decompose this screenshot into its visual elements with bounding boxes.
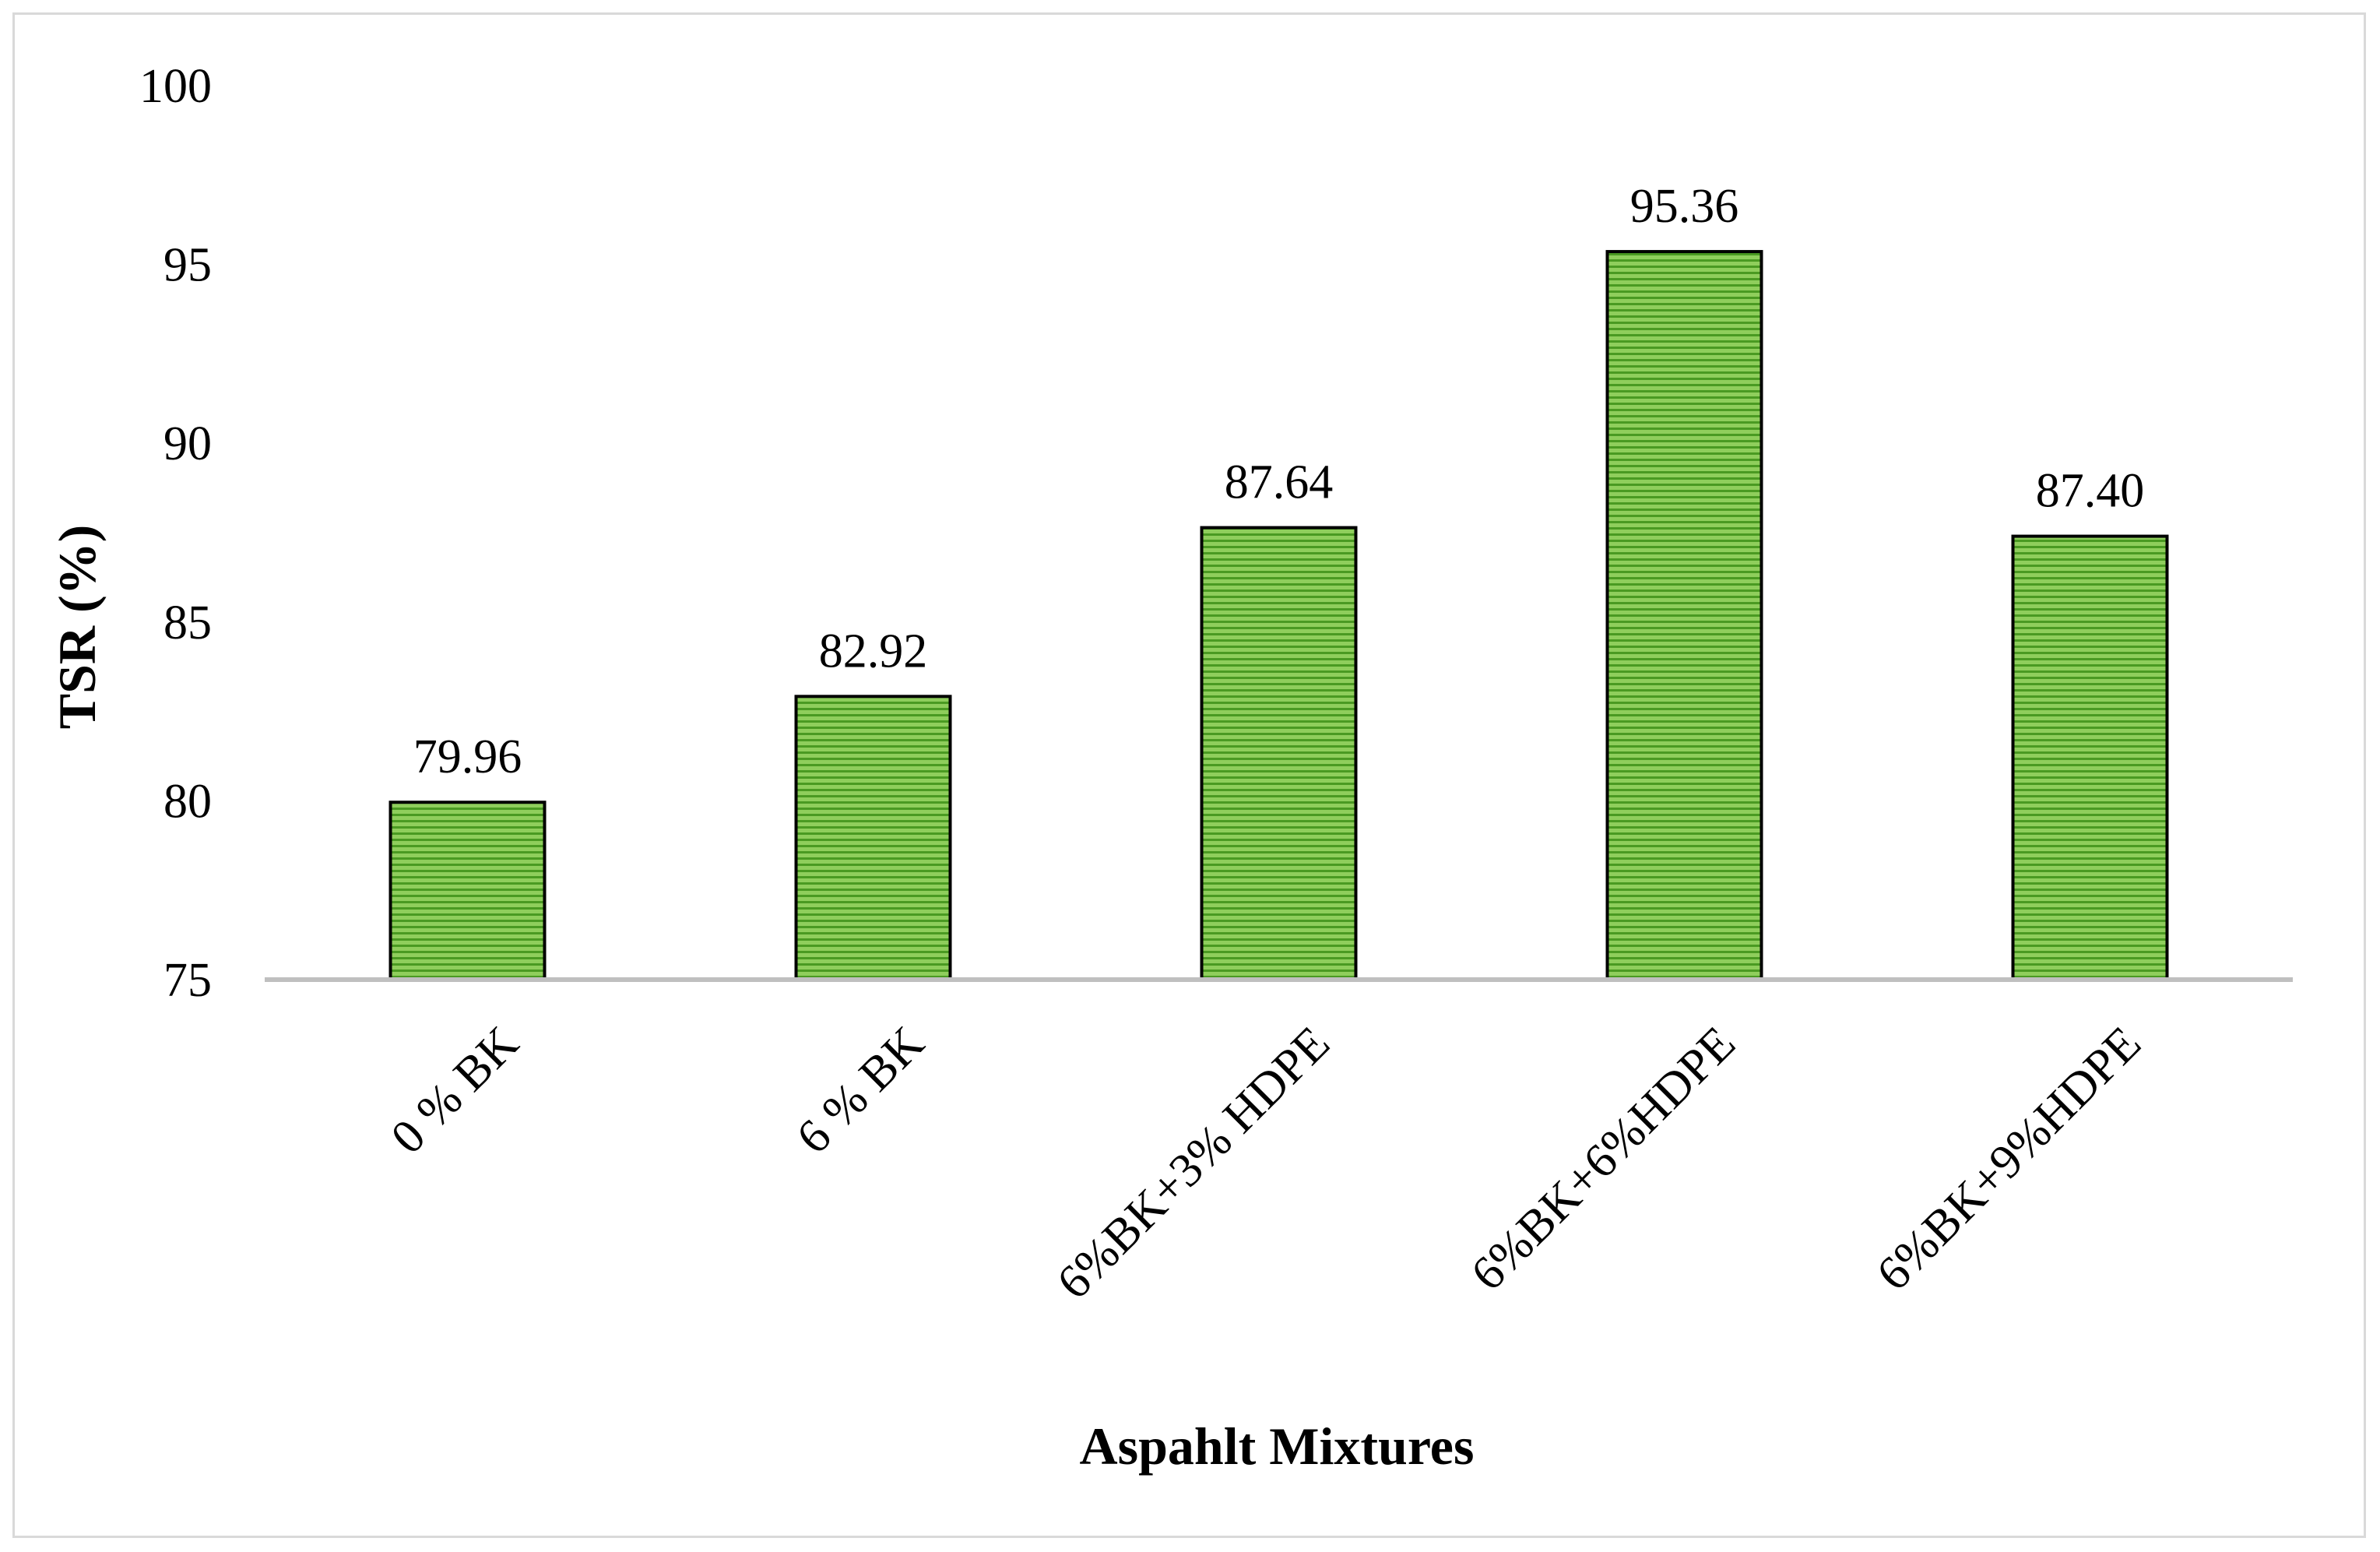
bar-value-label: 87.40 bbox=[2036, 465, 2145, 518]
bar bbox=[2011, 534, 2169, 981]
x-tick-label: 6%BK+6%HDPE bbox=[1461, 1016, 1745, 1300]
x-tick-label: 6%BK+9%HDPE bbox=[1867, 1016, 2151, 1300]
bar-value-label: 82.92 bbox=[819, 625, 928, 677]
bar-value-label: 79.96 bbox=[413, 730, 522, 783]
bar-value-label: 95.36 bbox=[1630, 180, 1739, 233]
x-tick-label: 0 % BK bbox=[381, 1016, 529, 1164]
y-axis-title: TSR (%) bbox=[47, 525, 107, 730]
bar bbox=[794, 695, 952, 981]
bar bbox=[388, 801, 547, 982]
bar-value-label: 87.64 bbox=[1225, 456, 1334, 509]
y-tick-label: 80 bbox=[163, 775, 212, 828]
data-labels: 79.96 82.92 87.64 95.36 87.40 bbox=[413, 180, 2145, 783]
x-axis-category-labels: 0 % BK 6 % BK 6%BK+3% HDPE 6%BK+6%HDPE 6%BK+… bbox=[381, 1016, 2151, 1309]
bar bbox=[1605, 250, 1763, 981]
x-tick-label: 6 % BK bbox=[787, 1016, 935, 1164]
y-tick-label: 85 bbox=[163, 597, 212, 649]
y-tick-label: 95 bbox=[163, 239, 212, 292]
y-tick-label: 75 bbox=[163, 954, 212, 1007]
x-tick-label: 6%BK+3% HDPE bbox=[1047, 1016, 1340, 1309]
bars bbox=[388, 250, 2169, 982]
x-axis-title: Aspahlt Mixtures bbox=[1080, 1417, 1475, 1476]
chart-frame bbox=[12, 12, 2366, 1538]
y-axis-ticks: 75 80 85 90 95 100 bbox=[139, 60, 212, 1007]
y-tick-label: 90 bbox=[163, 417, 212, 470]
bar bbox=[1200, 526, 1358, 981]
y-tick-label: 100 bbox=[139, 60, 212, 113]
